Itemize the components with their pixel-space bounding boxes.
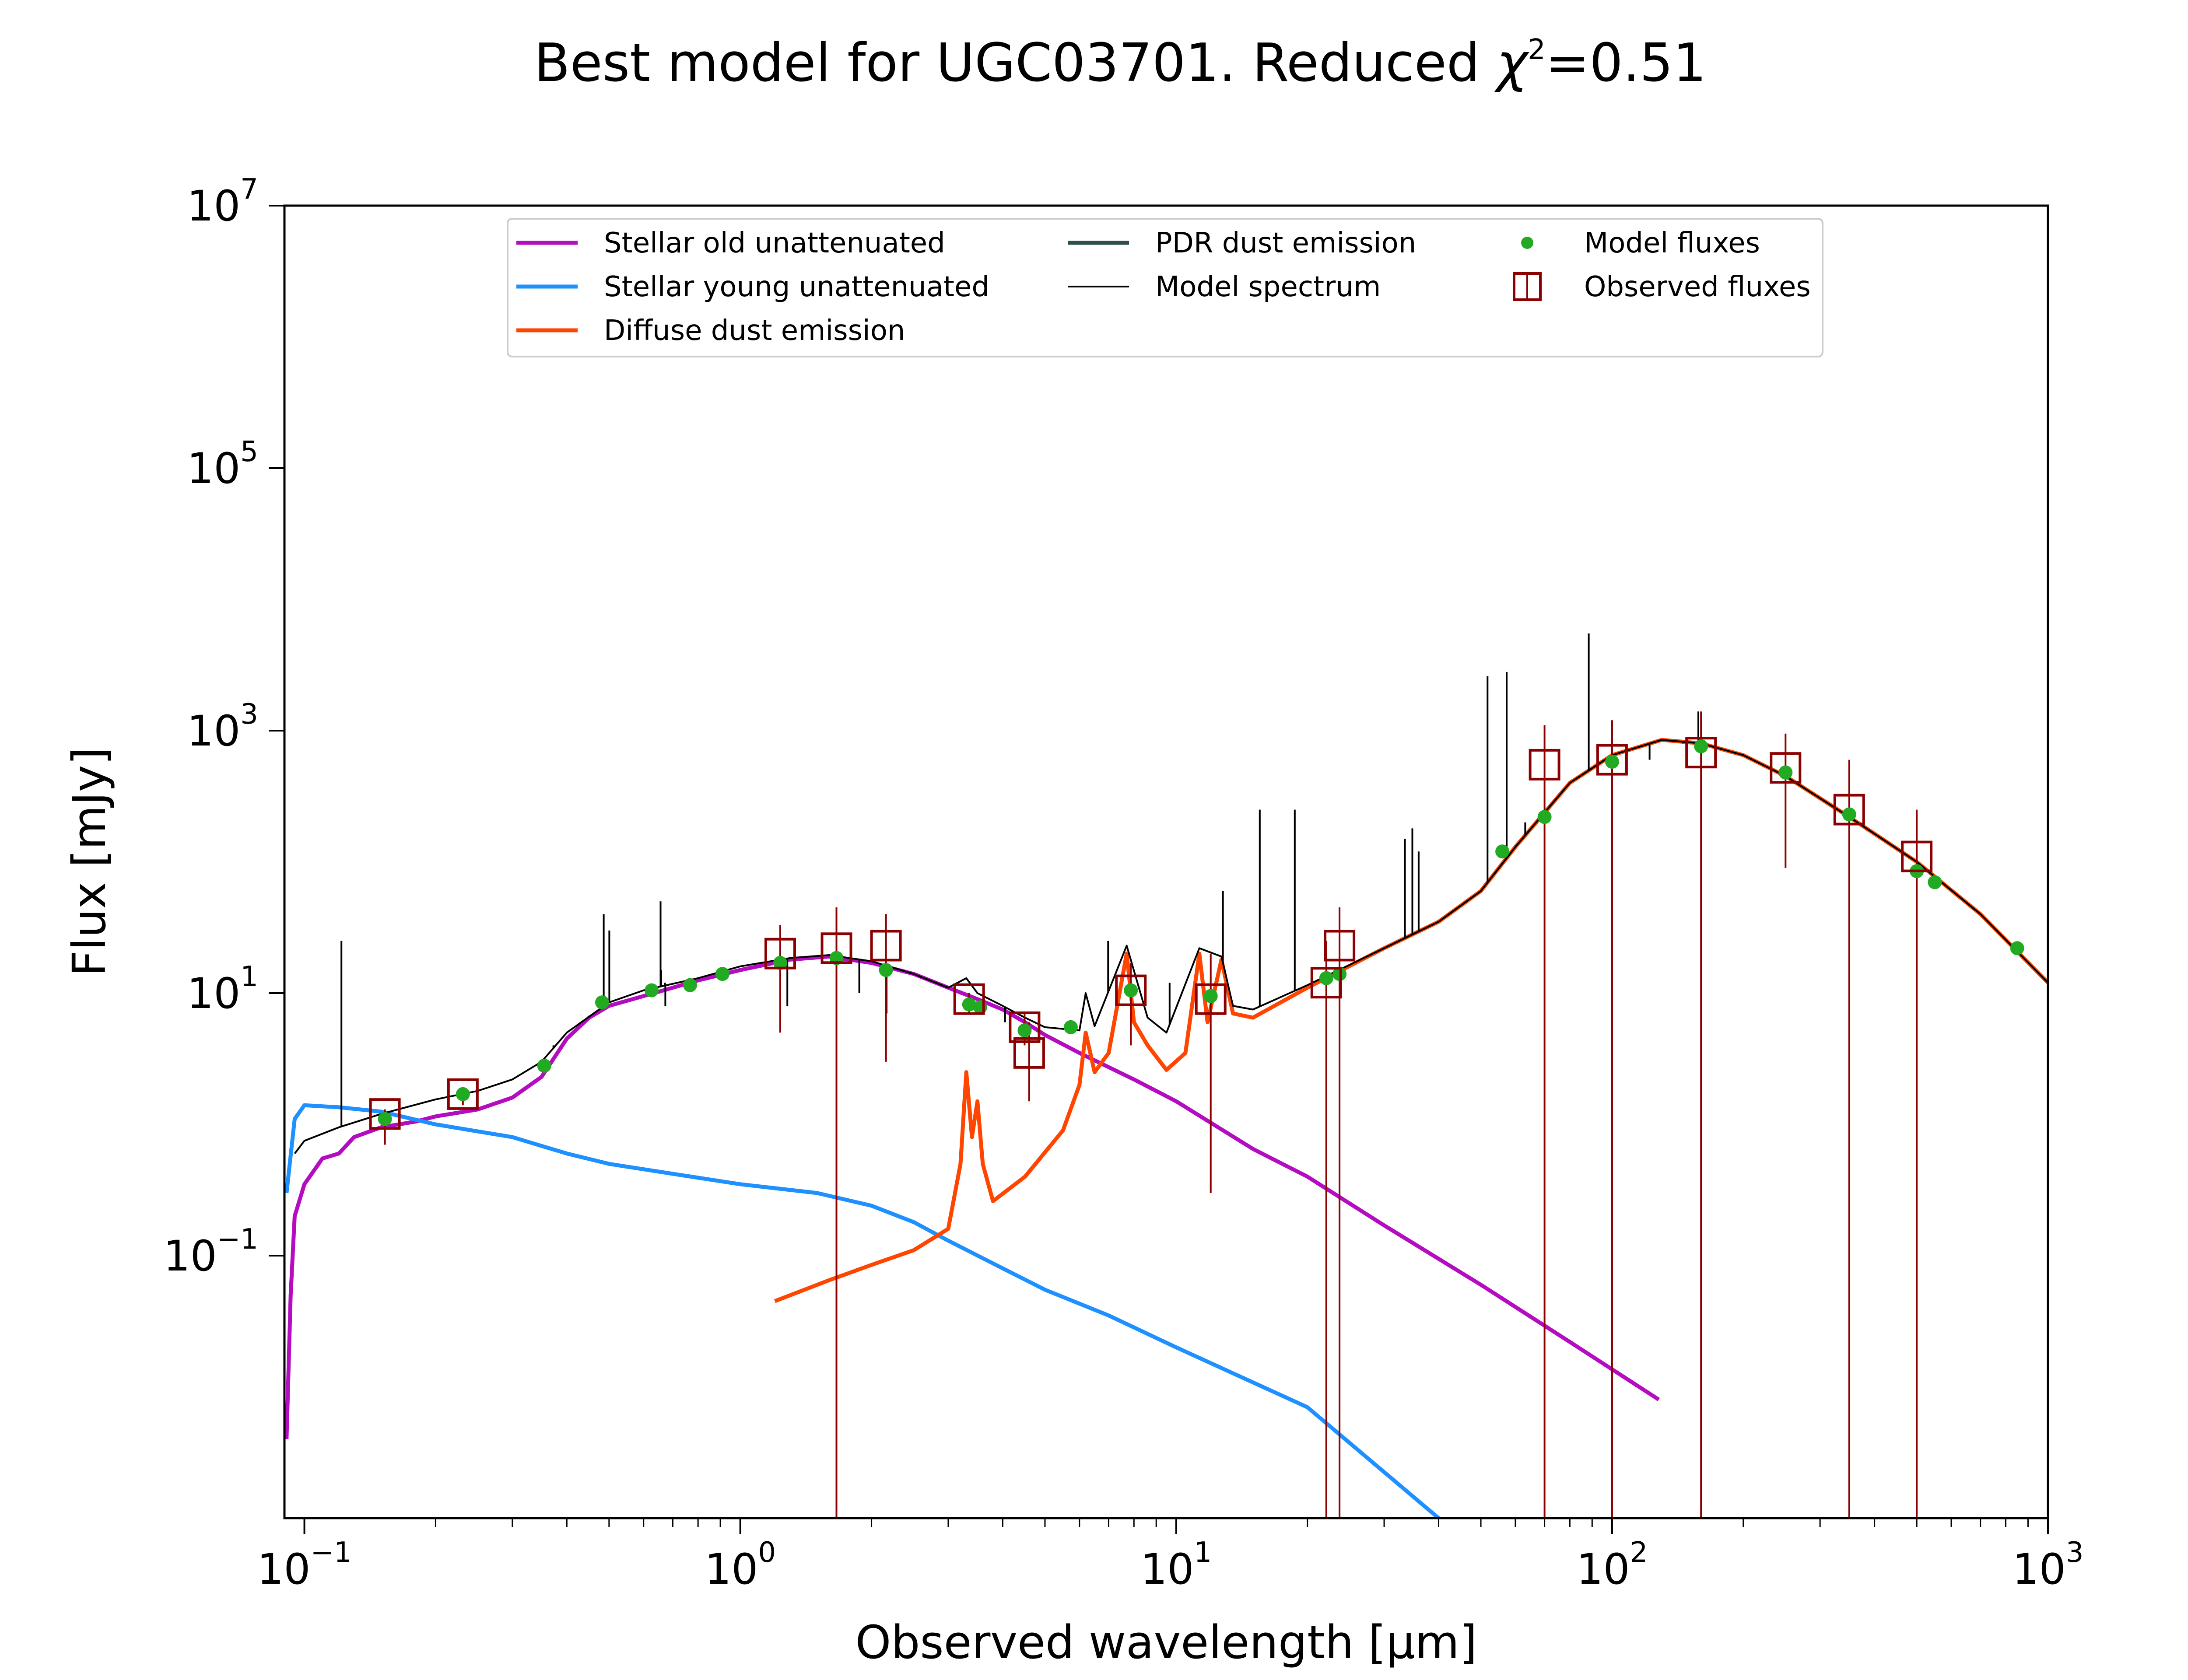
y-tick-label-0: 10−1 xyxy=(164,1223,259,1281)
model-flux-6 xyxy=(715,967,729,981)
model-flux-9 xyxy=(879,963,893,977)
x-tick-exp: −1 xyxy=(310,1536,351,1569)
observed-flux-points-layer xyxy=(369,737,1933,1130)
model-flux-16 xyxy=(1319,971,1333,985)
legend-swatch-5 xyxy=(1521,237,1533,249)
chart-title-main: Best model for UGC03701. Reduced xyxy=(534,33,1497,94)
model-flux-1 xyxy=(456,1087,470,1101)
model-flux-2 xyxy=(537,1058,551,1073)
model-flux-4 xyxy=(645,983,659,998)
model-flux-26 xyxy=(2010,941,2024,956)
x-axis: 10−1 100 101 102 103 xyxy=(257,1518,2083,1594)
y-tick-label-1: 101 xyxy=(187,961,258,1018)
y-axis-label: Flux [mJy] xyxy=(63,747,116,976)
legend-label-4: Model spectrum xyxy=(1155,271,1381,303)
legend-label-1: Stellar young unattenuated xyxy=(604,271,989,303)
legend-label-5: Model fluxes xyxy=(1584,227,1760,259)
y-tick-base: 10 xyxy=(187,707,240,756)
observed-flux-7 xyxy=(1013,1037,1045,1069)
y-tick-label-4: 107 xyxy=(187,173,258,231)
x-tick-label-4: 103 xyxy=(2013,1536,2084,1594)
observed-flux-6 xyxy=(1009,1011,1041,1043)
y-tick-label-2: 103 xyxy=(187,698,258,756)
y-tick-exp: −1 xyxy=(217,1223,258,1256)
observed-flux-2 xyxy=(764,938,796,970)
y-tick-base: 10 xyxy=(164,1232,217,1281)
y-tick-exp: 5 xyxy=(240,436,258,468)
observed-flux-17 xyxy=(1901,840,1933,872)
model-flux-18 xyxy=(1495,844,1510,859)
y-tick-exp: 3 xyxy=(240,698,258,731)
observed-flux-13 xyxy=(1596,744,1628,776)
observed-flux-8 xyxy=(1115,974,1147,1006)
x-tick-base: 10 xyxy=(1576,1545,1630,1594)
x-tick-base: 10 xyxy=(257,1545,310,1594)
chart-title-sup: 2 xyxy=(1528,34,1546,66)
observed-flux-4 xyxy=(870,930,902,962)
y-tick-base: 10 xyxy=(187,444,240,493)
y-tick-label-3: 105 xyxy=(187,436,258,493)
model-flux-14 xyxy=(1124,983,1138,998)
legend-label-0: Stellar old unattenuated xyxy=(604,227,945,259)
legend-box xyxy=(507,218,1823,357)
observed-flux-15 xyxy=(1770,752,1802,784)
model-flux-21 xyxy=(1694,739,1708,753)
legend-label-6: Observed fluxes xyxy=(1584,271,1811,303)
x-tick-base: 10 xyxy=(705,1545,758,1594)
x-tick-base: 10 xyxy=(1140,1545,1194,1594)
y-tick-exp: 7 xyxy=(240,173,258,206)
x-tick-label-0: 10−1 xyxy=(257,1536,352,1594)
x-tick-exp: 0 xyxy=(758,1536,776,1569)
observed-flux-3 xyxy=(820,932,852,964)
observed-flux-16 xyxy=(1833,794,1865,826)
observed-flux-10 xyxy=(1310,967,1342,999)
legend-label-3: PDR dust emission xyxy=(1155,227,1416,259)
model-flux-5 xyxy=(683,978,697,992)
model-flux-20 xyxy=(1605,755,1619,769)
model-flux-0 xyxy=(378,1112,392,1126)
model-flux-25 xyxy=(1928,875,1942,889)
legend: Stellar old unattenuated Stellar young un… xyxy=(507,218,1823,357)
model-flux-19 xyxy=(1537,810,1552,824)
x-tick-exp: 2 xyxy=(1630,1536,1648,1569)
error-bars-layer xyxy=(384,711,1918,1518)
model-flux-10 xyxy=(962,997,976,1012)
model-flux-3 xyxy=(595,995,609,1010)
chart-title-end: =0.51 xyxy=(1546,33,1707,94)
series-line-1 xyxy=(284,1103,1440,1518)
observed-flux-14 xyxy=(1685,737,1717,769)
x-axis-label: Observed wavelength [μm] xyxy=(856,1616,1477,1669)
observed-flux-9 xyxy=(1195,983,1227,1015)
x-tick-base: 10 xyxy=(2013,1545,2066,1594)
observed-flux-0 xyxy=(369,1098,401,1130)
observed-flux-5 xyxy=(953,983,985,1015)
y-tick-base: 10 xyxy=(187,969,240,1018)
observed-flux-12 xyxy=(1529,749,1560,780)
chart-title: Best model for UGC03701. Reduced χ2=0.51 xyxy=(534,33,1706,94)
legend-label-2: Diffuse dust emission xyxy=(604,315,905,347)
observed-flux-1 xyxy=(447,1078,479,1110)
model-flux-22 xyxy=(1778,765,1793,780)
series-line-3 xyxy=(294,739,2048,1154)
plot-frame xyxy=(283,204,2049,1519)
plot-area xyxy=(283,204,2049,1519)
y-tick-base: 10 xyxy=(187,182,240,231)
model-flux-13 xyxy=(1063,1020,1078,1034)
model-flux-15 xyxy=(1203,989,1218,1003)
x-tick-exp: 1 xyxy=(1194,1536,1212,1569)
model-flux-points-layer xyxy=(378,739,2024,1126)
model-flux-12 xyxy=(1017,1023,1032,1038)
x-tick-exp: 3 xyxy=(2066,1536,2084,1569)
x-tick-label-1: 100 xyxy=(705,1536,776,1594)
y-tick-exp: 1 xyxy=(240,961,258,993)
observed-flux-11 xyxy=(1324,930,1356,962)
model-flux-23 xyxy=(1842,807,1856,822)
x-tick-label-2: 101 xyxy=(1140,1536,1212,1594)
chart-title-chi: χ xyxy=(1494,33,1529,94)
model-flux-11 xyxy=(973,1000,987,1015)
model-flux-7 xyxy=(773,956,787,970)
x-tick-label-3: 102 xyxy=(1576,1536,1648,1594)
